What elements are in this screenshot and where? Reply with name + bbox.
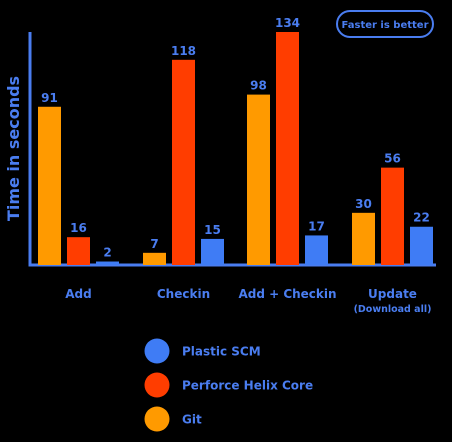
legend-swatch-perforce-helix-core xyxy=(144,372,170,398)
chart-annotation: Faster is better xyxy=(336,10,434,38)
category-label-3: Update xyxy=(368,287,417,301)
category-sublabel-3: (Download all) xyxy=(354,304,432,315)
bar-perforce-helix-core-2 xyxy=(276,32,299,265)
value-label-perforce-helix-core-2: 134 xyxy=(275,16,300,30)
legend-label-plastic-scm: Plastic SCM xyxy=(182,345,261,359)
legend-label-perforce-helix-core: Perforce Helix Core xyxy=(182,379,313,393)
chart-labels: 91 16 2 Add 7 118 15 Checkin 98 134 17 Add + Checki… xyxy=(41,16,431,315)
chart-bars xyxy=(38,32,433,266)
bar-plastic-scm-3 xyxy=(410,226,433,265)
value-label-git-0: 91 xyxy=(41,91,58,105)
value-label-plastic-scm-2: 17 xyxy=(308,219,325,233)
bar-git-2 xyxy=(247,94,270,265)
bar-git-0 xyxy=(38,106,61,266)
category-label-0: Add xyxy=(65,287,91,301)
legend-swatch-plastic-scm xyxy=(144,338,170,364)
value-label-perforce-helix-core-0: 16 xyxy=(70,221,87,235)
value-label-plastic-scm-1: 15 xyxy=(204,223,221,237)
bar-perforce-helix-core-0 xyxy=(67,237,90,265)
value-label-git-3: 30 xyxy=(355,197,372,211)
chart-legend: Plastic SCM Perforce Helix Core Git xyxy=(144,338,313,432)
value-label-git-1: 7 xyxy=(150,237,158,251)
bar-git-1 xyxy=(143,252,166,265)
value-label-git-2: 98 xyxy=(250,79,267,93)
y-axis-label: Time in seconds xyxy=(4,76,23,221)
bar-perforce-helix-core-1 xyxy=(172,59,195,266)
annotation-text: Faster is better xyxy=(342,20,429,31)
value-label-perforce-helix-core-1: 118 xyxy=(171,44,196,58)
category-label-1: Checkin xyxy=(157,287,210,301)
legend-swatch-git xyxy=(144,406,170,432)
bar-git-3 xyxy=(352,212,375,265)
category-label-2: Add + Checkin xyxy=(238,287,336,301)
value-label-plastic-scm-0: 2 xyxy=(103,246,111,260)
bar-perforce-helix-core-3 xyxy=(381,167,404,265)
annotation-pill xyxy=(336,10,434,38)
bar-plastic-scm-1 xyxy=(201,238,224,265)
value-label-perforce-helix-core-3: 56 xyxy=(384,152,401,166)
value-label-plastic-scm-3: 22 xyxy=(413,211,430,225)
legend-label-git: Git xyxy=(182,413,202,427)
bar-plastic-scm-0 xyxy=(96,261,119,265)
bar-plastic-scm-2 xyxy=(305,235,328,265)
